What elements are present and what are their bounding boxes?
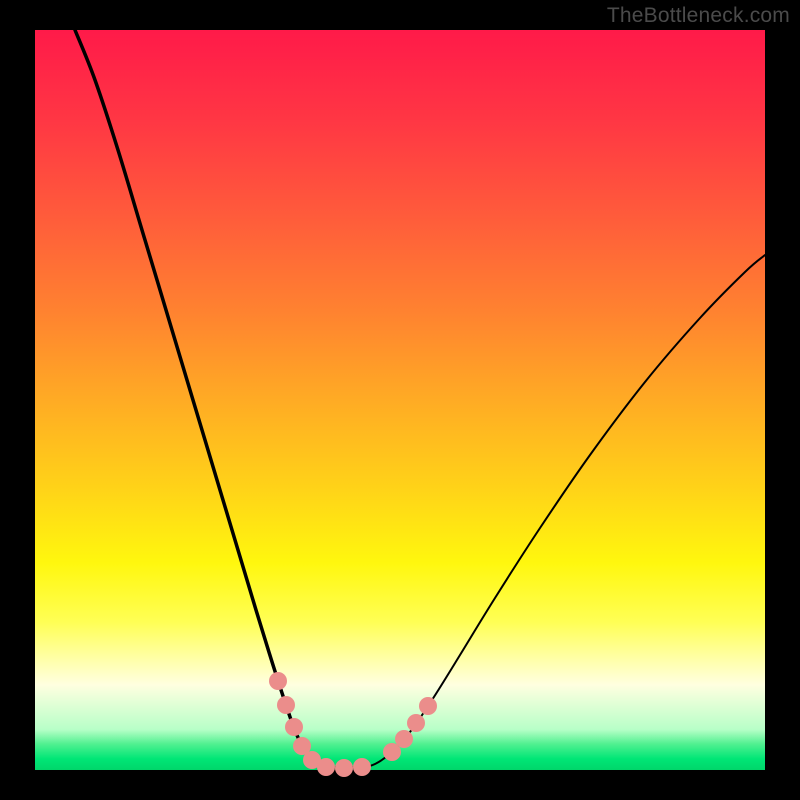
figure-stage: TheBottleneck.com	[0, 0, 800, 800]
highlight-dot	[317, 758, 335, 776]
highlight-dot	[285, 718, 303, 736]
watermark-text: TheBottleneck.com	[607, 4, 790, 28]
highlight-dot	[353, 758, 371, 776]
highlight-dot	[407, 714, 425, 732]
highlight-dot	[395, 730, 413, 748]
highlight-dot	[419, 697, 437, 715]
highlight-dot	[269, 672, 287, 690]
gradient-panel	[35, 30, 765, 770]
highlight-dot	[335, 759, 353, 777]
bottleneck-chart	[0, 0, 800, 800]
highlight-dot	[277, 696, 295, 714]
